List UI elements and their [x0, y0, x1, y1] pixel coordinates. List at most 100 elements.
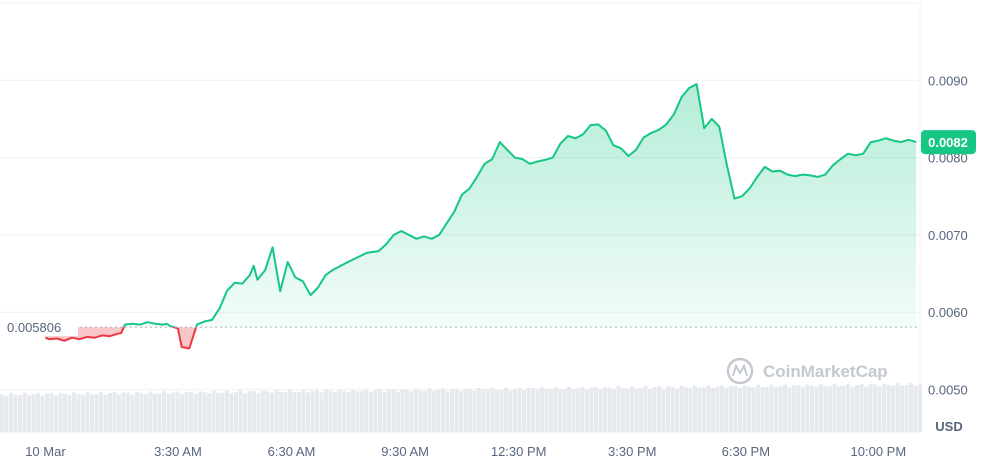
volume-bar — [774, 387, 778, 432]
x-tick-label: 12:30 PM — [491, 444, 547, 459]
volume-bar — [288, 389, 292, 432]
volume-bar — [40, 395, 45, 432]
volume-bar — [450, 389, 454, 432]
volume-bar — [391, 389, 396, 432]
volume-bar — [598, 389, 603, 432]
volume-bar — [711, 388, 715, 432]
volume-bar — [850, 386, 855, 432]
volume-bar — [760, 386, 765, 432]
watermark-text: CoinMarketCap — [763, 362, 888, 381]
volume-bar — [225, 390, 229, 432]
volume-bar — [76, 394, 81, 432]
volume-bar — [535, 390, 540, 432]
y-tick-label: 0.0080 — [928, 151, 968, 166]
volume-bar — [234, 392, 238, 432]
volume-bar — [229, 393, 234, 432]
volume-bar — [913, 385, 918, 432]
volume-bar — [198, 391, 202, 432]
volume-bar — [778, 386, 783, 432]
volume-bar — [301, 389, 306, 432]
y-axis: 0.0090 0.0080 0.0070 0.0060 0.0050 — [928, 73, 968, 397]
x-tick-label: 9:30 AM — [381, 444, 429, 459]
volume-bar — [85, 392, 90, 432]
area-fill — [45, 84, 917, 349]
volume-bar — [324, 390, 328, 432]
volume-bar — [697, 387, 702, 432]
volume-bar — [670, 386, 675, 432]
reference-value-label: 0.005806 — [7, 320, 61, 335]
volume-bar — [454, 388, 459, 432]
volume-bar — [481, 389, 486, 432]
volume-bar — [373, 390, 378, 432]
volume-bar — [409, 391, 414, 432]
volume-bar — [270, 392, 274, 432]
volume-bar — [738, 387, 742, 432]
volume-bar — [855, 384, 859, 432]
volume-bar — [486, 390, 490, 432]
volume-bar — [387, 389, 391, 432]
volume-bar — [346, 391, 351, 432]
reference-label: 0.005806 — [0, 318, 78, 337]
volume-bar — [432, 390, 436, 432]
volume-bar — [382, 391, 387, 432]
volume-bar — [31, 394, 36, 432]
volume-bar — [148, 391, 153, 432]
area-above-reference — [123, 84, 917, 328]
volume-bar — [576, 388, 580, 432]
volume-bar — [22, 392, 27, 432]
volume-bar — [630, 386, 634, 432]
x-tick-label: 6:30 PM — [722, 444, 770, 459]
volume-bar — [877, 386, 882, 432]
volume-bar — [886, 385, 891, 432]
volume-bar — [193, 393, 198, 432]
y-tick-label: 0.0050 — [928, 382, 968, 397]
volume-bar — [675, 388, 679, 432]
volume-bar — [135, 391, 139, 432]
volume-bar — [364, 389, 369, 432]
volume-bar — [427, 388, 432, 432]
volume-bar — [693, 385, 697, 432]
volume-bar — [306, 392, 310, 432]
volume-bar — [508, 390, 513, 432]
volume-bar — [783, 384, 787, 432]
volume-bar — [625, 388, 630, 432]
volume-bar — [544, 388, 549, 432]
volume-bar — [45, 393, 49, 432]
volume-bar — [909, 383, 913, 432]
volume-bar — [72, 392, 76, 432]
volume-bar — [729, 385, 733, 432]
volume-bar — [189, 391, 193, 432]
volume-bar — [828, 386, 832, 432]
current-price-label: 0.0082 — [928, 135, 968, 150]
volume-bar — [310, 390, 315, 432]
volume-bar — [117, 394, 121, 432]
volume-bar — [220, 392, 225, 432]
volume-bar — [864, 386, 868, 432]
volume-bar — [724, 388, 729, 432]
volume-bar — [130, 394, 135, 432]
currency-label: USD — [935, 419, 962, 434]
volume-bar — [369, 391, 373, 432]
x-tick-label: 3:30 PM — [608, 444, 656, 459]
volume-bar — [463, 388, 468, 432]
volume-bar — [747, 386, 751, 432]
volume-bars — [0, 383, 922, 432]
volume-bar — [445, 391, 450, 432]
volume-bar — [468, 389, 472, 432]
volume-bar — [94, 393, 99, 432]
volume-bar — [562, 389, 567, 432]
volume-bar — [396, 391, 400, 432]
volume-bar — [823, 385, 828, 432]
watermark: CoinMarketCap — [726, 357, 888, 385]
x-tick-label: 10 Mar — [25, 444, 66, 459]
volume-bar — [580, 386, 585, 432]
volume-bar — [112, 392, 117, 432]
volume-bar — [868, 384, 873, 432]
volume-bar — [297, 391, 301, 432]
volume-bar — [904, 385, 909, 432]
volume-bar — [513, 388, 517, 432]
volume-bar — [436, 389, 441, 432]
volume-bar — [108, 393, 112, 432]
volume-bar — [166, 393, 171, 432]
volume-bar — [405, 389, 409, 432]
